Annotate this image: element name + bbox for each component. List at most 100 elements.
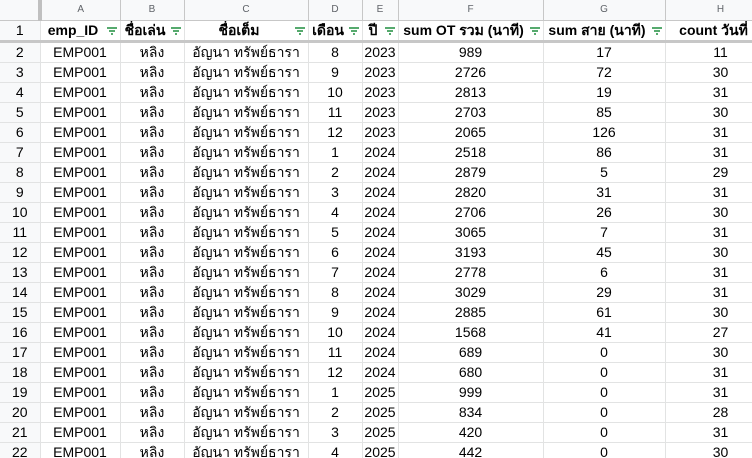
cell-sum-ot[interactable]: 2885 — [398, 302, 544, 323]
cell-count-days[interactable]: 30 — [665, 202, 752, 223]
cell-count-days[interactable]: 30 — [665, 342, 752, 363]
cell-month[interactable]: 10 — [308, 322, 363, 343]
header-cell-fullname[interactable]: ชื่อเต็ม — [184, 20, 309, 43]
cell-year[interactable]: 2023 — [362, 41, 399, 63]
cell-month[interactable]: 2 — [308, 162, 363, 183]
row-number[interactable]: 14 — [0, 282, 41, 303]
row-number[interactable]: 20 — [0, 402, 41, 423]
cell-fullname[interactable]: อัญนา ทรัพย์ธารา — [184, 422, 309, 443]
row-number[interactable]: 9 — [0, 182, 41, 203]
cell-sum-ot[interactable]: 2879 — [398, 162, 544, 183]
cell-month[interactable]: 5 — [308, 222, 363, 243]
cell-emp-id[interactable]: EMP001 — [40, 82, 121, 103]
cell-fullname[interactable]: อัญนา ทรัพย์ธารา — [184, 442, 309, 458]
cell-nickname[interactable]: หลิง — [120, 282, 185, 303]
cell-year[interactable]: 2024 — [362, 162, 399, 183]
cell-nickname[interactable]: หลิง — [120, 82, 185, 103]
column-header-h[interactable]: H — [665, 0, 752, 21]
row-number[interactable]: 8 — [0, 162, 41, 183]
row-number[interactable]: 22 — [0, 442, 41, 458]
cell-month[interactable]: 4 — [308, 442, 363, 458]
cell-fullname[interactable]: อัญนา ทรัพย์ธารา — [184, 41, 309, 63]
cell-count-days[interactable]: 30 — [665, 62, 752, 83]
cell-fullname[interactable]: อัญนา ทรัพย์ธารา — [184, 162, 309, 183]
header-cell-nickname[interactable]: ชื่อเล่น — [120, 20, 185, 43]
cell-fullname[interactable]: อัญนา ทรัพย์ธารา — [184, 242, 309, 263]
row-number[interactable]: 2 — [0, 41, 41, 63]
cell-count-days[interactable]: 31 — [665, 82, 752, 103]
cell-count-days[interactable]: 11 — [665, 41, 752, 63]
cell-month[interactable]: 6 — [308, 242, 363, 263]
cell-count-days[interactable]: 31 — [665, 362, 752, 383]
cell-nickname[interactable]: หลิง — [120, 242, 185, 263]
cell-year[interactable]: 2024 — [362, 242, 399, 263]
cell-sum-late[interactable]: 17 — [543, 41, 666, 63]
cell-nickname[interactable]: หลิง — [120, 262, 185, 283]
row-number[interactable]: 3 — [0, 62, 41, 83]
cell-year[interactable]: 2023 — [362, 102, 399, 123]
cell-count-days[interactable]: 29 — [665, 162, 752, 183]
cell-month[interactable]: 12 — [308, 362, 363, 383]
cell-sum-ot[interactable]: 3065 — [398, 222, 544, 243]
filter-icon[interactable] — [651, 25, 663, 37]
cell-count-days[interactable]: 31 — [665, 182, 752, 203]
filter-icon[interactable] — [294, 25, 306, 37]
cell-sum-ot[interactable]: 442 — [398, 442, 544, 458]
row-number[interactable]: 5 — [0, 102, 41, 123]
cell-month[interactable]: 9 — [308, 62, 363, 83]
cell-year[interactable]: 2025 — [362, 422, 399, 443]
row-number[interactable]: 6 — [0, 122, 41, 143]
cell-nickname[interactable]: หลิง — [120, 41, 185, 63]
cell-sum-late[interactable]: 19 — [543, 82, 666, 103]
cell-fullname[interactable]: อัญนา ทรัพย์ธารา — [184, 222, 309, 243]
cell-nickname[interactable]: หลิง — [120, 202, 185, 223]
cell-year[interactable]: 2024 — [362, 262, 399, 283]
cell-count-days[interactable]: 27 — [665, 322, 752, 343]
cell-year[interactable]: 2023 — [362, 122, 399, 143]
column-header-f[interactable]: F — [398, 0, 544, 21]
cell-sum-ot[interactable]: 3193 — [398, 242, 544, 263]
cell-fullname[interactable]: อัญนา ทรัพย์ธารา — [184, 82, 309, 103]
cell-nickname[interactable]: หลิง — [120, 142, 185, 163]
cell-count-days[interactable]: 30 — [665, 102, 752, 123]
header-cell-year[interactable]: ปี — [362, 20, 399, 43]
cell-nickname[interactable]: หลิง — [120, 362, 185, 383]
cell-fullname[interactable]: อัญนา ทรัพย์ธารา — [184, 102, 309, 123]
header-cell-month[interactable]: เดือน — [308, 20, 363, 43]
cell-sum-late[interactable]: 0 — [543, 382, 666, 403]
cell-month[interactable]: 10 — [308, 82, 363, 103]
cell-sum-ot[interactable]: 2703 — [398, 102, 544, 123]
cell-sum-late[interactable]: 0 — [543, 362, 666, 383]
cell-fullname[interactable]: อัญนา ทรัพย์ธารา — [184, 202, 309, 223]
cell-month[interactable]: 8 — [308, 41, 363, 63]
cell-nickname[interactable]: หลิง — [120, 222, 185, 243]
column-header-g[interactable]: G — [543, 0, 666, 21]
cell-fullname[interactable]: อัญนา ทรัพย์ธารา — [184, 282, 309, 303]
column-header-c[interactable]: C — [184, 0, 309, 21]
cell-month[interactable]: 4 — [308, 202, 363, 223]
cell-year[interactable]: 2024 — [362, 142, 399, 163]
cell-emp-id[interactable]: EMP001 — [40, 162, 121, 183]
cell-sum-ot[interactable]: 2820 — [398, 182, 544, 203]
column-header-b[interactable]: B — [120, 0, 185, 21]
row-number[interactable]: 11 — [0, 222, 41, 243]
cell-fullname[interactable]: อัญนา ทรัพย์ธารา — [184, 182, 309, 203]
header-cell-sum-late[interactable]: sum สาย (นาที) — [543, 20, 666, 43]
cell-count-days[interactable]: 31 — [665, 142, 752, 163]
cell-month[interactable]: 3 — [308, 182, 363, 203]
cell-emp-id[interactable]: EMP001 — [40, 402, 121, 423]
cell-sum-ot[interactable]: 2813 — [398, 82, 544, 103]
cell-sum-ot[interactable]: 834 — [398, 402, 544, 423]
row-number[interactable]: 18 — [0, 362, 41, 383]
row-number[interactable]: 12 — [0, 242, 41, 263]
cell-nickname[interactable]: หลิง — [120, 402, 185, 423]
cell-nickname[interactable]: หลิง — [120, 302, 185, 323]
select-all-corner[interactable] — [0, 0, 42, 21]
cell-emp-id[interactable]: EMP001 — [40, 242, 121, 263]
row-number[interactable]: 13 — [0, 262, 41, 283]
header-cell-sum-ot[interactable]: sum OT รวม (นาที) — [398, 20, 544, 43]
cell-count-days[interactable]: 31 — [665, 122, 752, 143]
column-header-e[interactable]: E — [362, 0, 399, 21]
cell-sum-late[interactable]: 61 — [543, 302, 666, 323]
cell-count-days[interactable]: 31 — [665, 282, 752, 303]
